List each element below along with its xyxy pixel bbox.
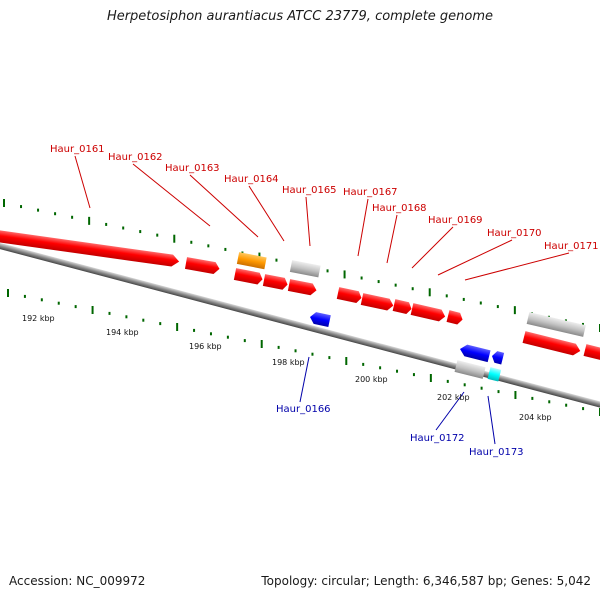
gene-haur-0166[interactable]	[309, 311, 331, 328]
scale-label-194-kbp: 194 kbp	[106, 328, 139, 337]
callout-line-top-8	[437, 239, 513, 276]
scale-label-196-kbp: 196 kbp	[189, 342, 222, 351]
gene-fwd-lane2-b[interactable]	[262, 274, 289, 290]
callout-line-bottom-0	[299, 356, 310, 403]
gene-label-haur-0161[interactable]: Haur_0161	[50, 144, 105, 155]
gene-haur-0168[interactable]	[392, 299, 413, 315]
callout-line-bottom-1	[435, 391, 465, 431]
gene-fwd-lane2-e[interactable]	[583, 344, 600, 363]
callout-line-top-6	[386, 214, 398, 264]
callout-line-top-4	[305, 196, 311, 247]
gene-label-haur-0170[interactable]: Haur_0170	[487, 228, 542, 239]
gene-rev-blue-a[interactable]	[459, 343, 491, 363]
gene-label-haur-0168[interactable]: Haur_0168	[372, 203, 427, 214]
gene-label-haur-0169[interactable]: Haur_0169	[428, 215, 483, 226]
gene-haur-0161[interactable]	[0, 229, 180, 267]
gene-label-haur-0172[interactable]: Haur_0172	[410, 433, 465, 444]
callout-line-top-9	[464, 252, 570, 281]
gene-label-haur-0166[interactable]: Haur_0166	[276, 404, 331, 415]
callout-line-bottom-2	[487, 395, 496, 445]
gene-haur-0169[interactable]	[410, 303, 447, 322]
gene-fwd-lane2-d[interactable]	[522, 331, 582, 357]
genome-title: Herpetosiphon aurantiacus ATCC 23779, co…	[106, 9, 494, 24]
gene-callouts-top	[74, 155, 570, 281]
gene-haur-0167[interactable]	[360, 293, 395, 311]
gene-haur-0171[interactable]	[526, 312, 586, 337]
gene-haur-0162[interactable]	[184, 257, 221, 275]
gene-fwd-lane2-c[interactable]	[287, 279, 318, 296]
scale-label-202-kbp: 202 kbp	[437, 393, 470, 402]
gene-label-haur-0165[interactable]: Haur_0165	[282, 185, 337, 196]
callout-line-top-0	[74, 155, 91, 209]
genome-summary-text: Topology: circular; Length: 6,346,587 bp…	[261, 574, 591, 588]
gene-label-haur-0167[interactable]: Haur_0167	[343, 187, 398, 198]
gene-label-haur-0164[interactable]: Haur_0164	[224, 174, 279, 185]
scale-label-204-kbp: 204 kbp	[519, 413, 552, 422]
gene-label-haur-0173[interactable]: Haur_0173	[469, 447, 524, 458]
gene-rev-blue-b[interactable]	[491, 350, 505, 365]
callout-line-top-1	[132, 163, 211, 227]
scale-label-192-kbp: 192 kbp	[22, 314, 55, 323]
accession-text: Accession: NC_009972	[9, 574, 146, 588]
gene-haur-0165[interactable]	[336, 287, 363, 304]
tick-marks-bottom	[7, 289, 600, 416]
gene-haur-0173[interactable]	[487, 367, 502, 382]
callout-line-top-7	[411, 226, 454, 269]
gene-haur-0164[interactable]	[289, 260, 321, 278]
callout-line-top-2	[189, 174, 259, 238]
gene-label-haur-0163[interactable]: Haur_0163	[165, 163, 220, 174]
callout-line-top-3	[248, 185, 285, 242]
gene-haur-0170[interactable]	[446, 310, 464, 325]
gene-haur-0163[interactable]	[236, 252, 267, 270]
scale-label-200-kbp: 200 kbp	[355, 375, 388, 384]
scale-label-198-kbp: 198 kbp	[272, 358, 305, 367]
gene-label-haur-0162[interactable]: Haur_0162	[108, 152, 163, 163]
gene-label-haur-0171[interactable]: Haur_0171	[544, 241, 599, 252]
gene-callouts-bottom	[299, 356, 496, 445]
gene-haur-0172[interactable]	[454, 360, 486, 379]
callout-line-top-5	[357, 198, 369, 257]
gene-fwd-lane2-a[interactable]	[233, 268, 264, 285]
